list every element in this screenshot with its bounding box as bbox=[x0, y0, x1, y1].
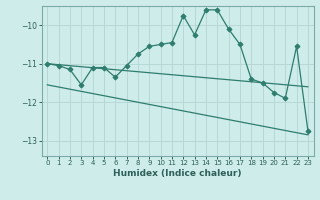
X-axis label: Humidex (Indice chaleur): Humidex (Indice chaleur) bbox=[113, 169, 242, 178]
